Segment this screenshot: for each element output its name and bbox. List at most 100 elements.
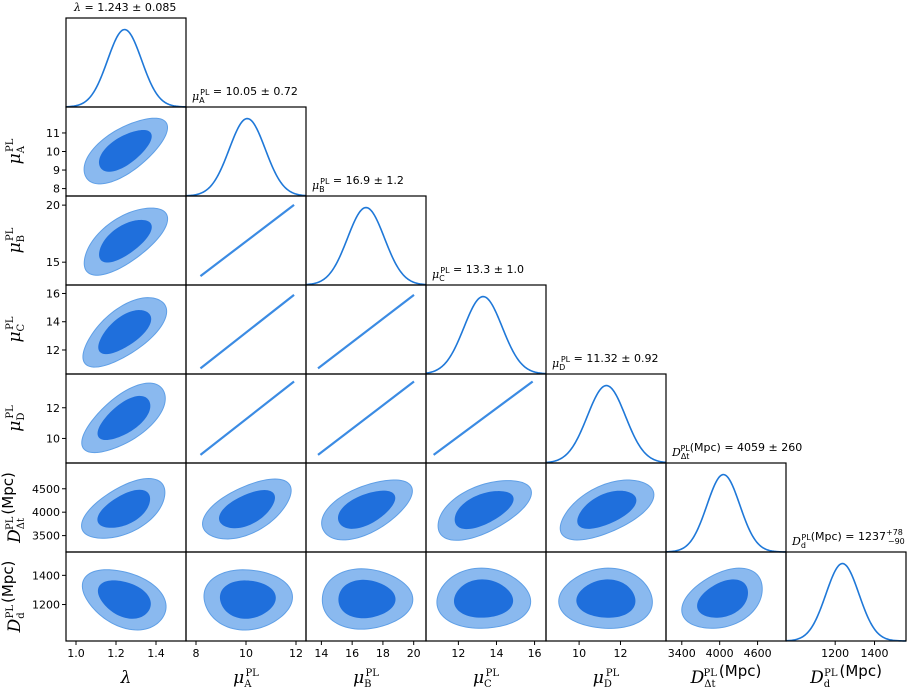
- y-tick-label-Dd: 1200: [32, 599, 60, 612]
- x-tick-label-muB: 14: [314, 647, 328, 660]
- panel-Ddt-Ddt: [665, 462, 787, 553]
- x-tick-label-muA: 8: [193, 647, 200, 660]
- panel-muB-Ddt: [305, 462, 427, 553]
- x-tick-label-muB: 16: [345, 647, 359, 660]
- panel-lambda-Ddt: [65, 462, 187, 553]
- title-Ddt: DΔtPL(Mpc) = 4059 ± 260: [671, 441, 802, 461]
- x-tick-label-lambda: 1.2: [107, 647, 125, 660]
- contour-68-lambda-muA: [98, 129, 152, 172]
- panel-muB-muC: [305, 284, 427, 375]
- x-tick-label-muA: 10: [239, 647, 253, 660]
- panel-frame: [425, 373, 547, 464]
- x-tick-label-muC: 16: [528, 647, 542, 660]
- panel-muA-muC: [185, 284, 307, 375]
- marginal-pdf-muA: [185, 117, 307, 197]
- panel-muD-Dd: [545, 551, 667, 642]
- degenerate-line-muA-muC: [199, 294, 295, 370]
- x-axis-label-lambda: λ: [120, 668, 132, 688]
- y-tick-label-Ddt: 4000: [32, 506, 60, 519]
- contour-68-lambda-Dd: [97, 580, 151, 619]
- panel-muD-Ddt: [545, 462, 667, 553]
- contour-68-Ddt-Dd: [697, 579, 749, 618]
- degenerate-line-muA-muB: [199, 204, 295, 277]
- contour-68-lambda-Ddt: [97, 489, 151, 528]
- y-axis-label-muC: μCPL: [5, 316, 27, 342]
- x-tick-label-Dd: 1200: [821, 647, 849, 660]
- contour-68-muD-Dd: [576, 579, 636, 618]
- contour-68-muC-Ddt: [454, 491, 514, 530]
- panel-muC-muD: [425, 373, 547, 464]
- panel-lambda-muD: [65, 373, 187, 464]
- y-tick-label-muB: 20: [46, 199, 60, 212]
- y-tick-label-Dd: 1400: [32, 569, 60, 582]
- panel-frame: [545, 373, 667, 464]
- panel-muB-muB: [305, 195, 427, 286]
- panel-frame: [185, 106, 307, 197]
- x-tick-label-Ddt: 4600: [744, 647, 772, 660]
- y-tick-label-muD: 12: [46, 402, 60, 415]
- x-tick-label-muD: 10: [572, 647, 586, 660]
- x-tick-label-muA: 12: [289, 647, 303, 660]
- x-axis-label-Dd: DdPL (Mpc): [809, 662, 882, 690]
- x-tick-label-Ddt: 3400: [668, 647, 696, 660]
- panel-muB-Dd: [305, 551, 427, 642]
- panel-frame: [65, 17, 187, 108]
- panel-muA-muD: [185, 373, 307, 464]
- panel-lambda-Dd: [65, 551, 187, 642]
- x-axis-label-muC: μCPL: [473, 668, 499, 690]
- marginal-pdf-muD: [545, 384, 667, 464]
- contour-68-muA-Ddt: [218, 490, 275, 529]
- contour-68-muD-Ddt: [577, 490, 637, 529]
- contour-68-muB-Ddt: [337, 490, 396, 529]
- contour-68-lambda-muC: [98, 310, 152, 355]
- panel-Ddt-Dd: [665, 551, 787, 642]
- x-tick-label-Dd: 1400: [861, 647, 889, 660]
- degenerate-line-muB-muC: [317, 294, 415, 370]
- y-tick-label-muA: 9: [53, 164, 60, 177]
- degenerate-line-muB-muD: [317, 380, 415, 456]
- y-axis-label-muB: μBPL: [5, 227, 27, 253]
- degenerate-line-muC-muD: [432, 380, 534, 456]
- title-muD: μDPL = 11.32 ± 0.92: [552, 352, 659, 372]
- y-tick-label-muD: 10: [46, 432, 60, 445]
- panel-frame: [785, 551, 907, 642]
- y-tick-label-muA: 11: [46, 127, 60, 140]
- y-tick-label-Ddt: 3500: [32, 530, 60, 543]
- panel-lambda-muC: [65, 284, 187, 375]
- title-lambda: λ = 1.243 ± 0.085: [73, 1, 176, 14]
- y-axis-label-muD: μDPL: [5, 405, 27, 432]
- panel-frame: [305, 195, 427, 286]
- marginal-pdf-muC: [425, 295, 547, 375]
- panel-muC-Ddt: [425, 462, 547, 553]
- x-tick-label-muD: 12: [613, 647, 627, 660]
- y-tick-label-muB: 15: [46, 256, 60, 269]
- y-axis-label-muA: μAPL: [5, 138, 27, 164]
- title-muC: μCPL = 13.3 ± 1.0: [432, 263, 524, 283]
- x-tick-label-muC: 12: [451, 647, 465, 660]
- y-tick-label-Ddt: 4500: [32, 483, 60, 496]
- panel-Dd-Dd: [785, 551, 907, 642]
- panel-muA-muB: [185, 195, 307, 286]
- x-tick-label-muB: 20: [407, 647, 421, 660]
- y-tick-label-muA: 8: [53, 183, 60, 196]
- y-tick-label-muC: 12: [46, 344, 60, 357]
- contour-68-muC-Dd: [453, 579, 514, 618]
- x-axis-label-muD: μDPL: [593, 668, 620, 690]
- marginal-pdf-Ddt: [665, 473, 787, 553]
- panel-muC-Dd: [425, 551, 547, 642]
- panel-lambda-muB: [65, 195, 187, 286]
- x-axis-label-muA: μAPL: [233, 668, 259, 690]
- y-axis-label-Ddt: DΔtPL(Mpc): [0, 472, 27, 544]
- title-Dd: DdPL(Mpc) = 1237+78 −90: [791, 528, 905, 550]
- x-tick-label-lambda: 1.0: [67, 647, 85, 660]
- panel-lambda-lambda: [65, 17, 187, 108]
- panel-muB-muD: [305, 373, 427, 464]
- panel-muA-Dd: [185, 551, 307, 642]
- panel-muA-muA: [185, 106, 307, 197]
- degenerate-line-muA-muD: [199, 380, 295, 456]
- x-tick-label-lambda: 1.4: [147, 647, 165, 660]
- y-tick-label-muA: 10: [46, 146, 60, 159]
- marginal-pdf-muB: [305, 206, 427, 286]
- marginal-pdf-lambda: [65, 28, 187, 108]
- panel-muC-muC: [425, 284, 547, 375]
